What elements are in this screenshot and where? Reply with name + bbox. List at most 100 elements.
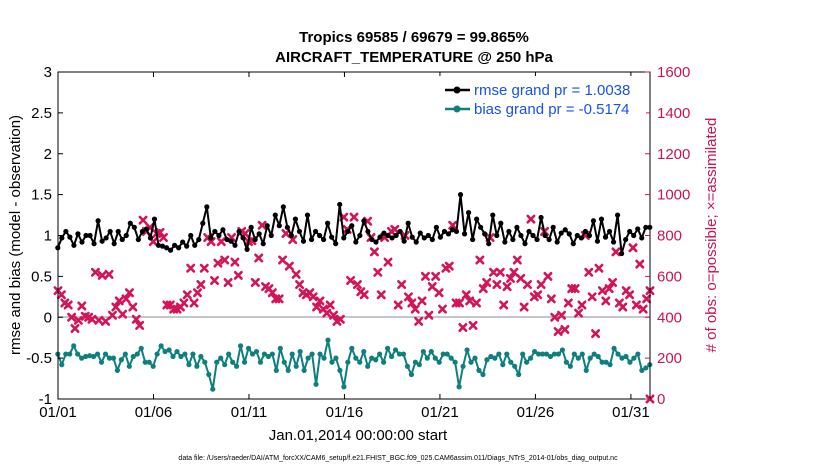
rmse-point <box>401 238 407 244</box>
rmse-series <box>55 192 653 257</box>
rmse-point <box>228 238 234 244</box>
bias-point <box>635 351 641 357</box>
rmse-point <box>184 243 190 249</box>
rmse-point <box>212 228 218 235</box>
bias-point <box>520 351 526 357</box>
bias-point <box>508 359 514 365</box>
y-left-tick-label: 0 <box>44 309 52 326</box>
bias-point <box>333 355 339 361</box>
bias-point <box>452 359 458 365</box>
rmse-point <box>196 236 202 243</box>
bias-point <box>357 359 363 365</box>
x-tick-label: 01/21 <box>421 404 459 421</box>
legend-rmse-marker <box>453 86 461 94</box>
bias-point <box>134 351 140 357</box>
bias-point <box>114 367 121 373</box>
rmse-point <box>425 232 431 239</box>
bias-point <box>543 351 550 357</box>
bias-point <box>162 348 168 355</box>
obs-point <box>563 298 573 308</box>
bias-point <box>547 353 554 360</box>
bias-point <box>226 351 232 357</box>
rmse-point <box>147 235 154 241</box>
obs-point <box>250 278 260 288</box>
rmse-point <box>562 227 568 233</box>
rmse-point <box>498 220 504 226</box>
rmse-point <box>329 234 335 240</box>
bias-point <box>555 351 562 357</box>
bias-point <box>110 355 117 361</box>
bias-point <box>79 355 85 361</box>
obs-point <box>594 263 604 273</box>
rmse-point <box>107 228 113 235</box>
obs-point <box>335 314 345 324</box>
y-left-tick-label: 1.5 <box>31 187 52 204</box>
bias-point <box>158 343 164 349</box>
bias-point <box>396 351 403 357</box>
rmse-point <box>308 236 315 243</box>
bias-point <box>202 359 208 365</box>
bias-point <box>138 345 144 351</box>
obs-point <box>482 278 492 288</box>
rmse-point <box>63 228 69 235</box>
data-file-footnote: data file: /Users/raeder/DAI/ATM_forcXX/… <box>178 455 618 462</box>
obs-point <box>182 290 192 300</box>
obs-point <box>502 282 512 292</box>
bias-point <box>408 371 415 378</box>
rmse-point <box>582 228 588 235</box>
legend-bias-marker <box>453 105 461 113</box>
rmse-point <box>522 241 528 247</box>
rmse-point <box>171 242 178 248</box>
bias-point <box>416 362 422 368</box>
bias-point <box>607 362 613 368</box>
bias-point <box>353 355 359 361</box>
bias-point <box>194 363 200 369</box>
bias-point <box>436 359 442 365</box>
obs-point <box>267 288 277 298</box>
rmse-point <box>111 241 117 247</box>
bias-point <box>535 351 542 357</box>
rmse-point <box>405 220 411 226</box>
obs-point <box>550 312 560 322</box>
x-tick-label: 01/31 <box>612 404 650 421</box>
rmse-point <box>445 231 452 237</box>
y-left-tick-label: -1 <box>39 391 52 408</box>
rmse-point <box>457 192 464 198</box>
obs-point <box>138 215 148 225</box>
bias-point <box>210 386 216 392</box>
obs-point <box>97 270 107 280</box>
rmse-point <box>413 239 419 245</box>
rmse-point <box>606 228 613 235</box>
rmse-point <box>538 214 544 221</box>
bias-point <box>384 345 391 351</box>
obs-point <box>186 263 196 273</box>
obs-point <box>107 310 117 320</box>
rmse-point <box>325 220 331 226</box>
obs-point <box>359 290 369 300</box>
rmse-point <box>272 212 278 218</box>
rmse-point <box>494 232 500 239</box>
bias-point <box>440 351 446 357</box>
bias-point <box>102 351 109 357</box>
bias-point <box>631 355 637 361</box>
bias-point <box>531 348 538 355</box>
rmse-point <box>482 231 488 237</box>
obs-point <box>414 316 424 326</box>
obs-point <box>87 314 97 324</box>
rmse-point <box>236 228 242 235</box>
x-axis-label: Jan.01,2014 00:00:00 start <box>269 427 448 444</box>
legend: rmse grand pr = 1.0038 bias grand pr = -… <box>438 76 646 118</box>
rmse-point <box>99 238 105 244</box>
bias-point <box>559 347 565 353</box>
obs-point <box>179 298 189 308</box>
bias-point <box>230 359 236 365</box>
bias-point <box>643 365 649 371</box>
bias-point <box>237 343 244 349</box>
bias-point <box>571 351 577 357</box>
obs-point <box>274 294 284 304</box>
rmse-point <box>204 204 210 210</box>
rmse-point <box>200 220 206 226</box>
bias-point <box>289 351 295 357</box>
y-right-tick-label: 400 <box>657 309 682 326</box>
obs-point <box>417 296 427 306</box>
